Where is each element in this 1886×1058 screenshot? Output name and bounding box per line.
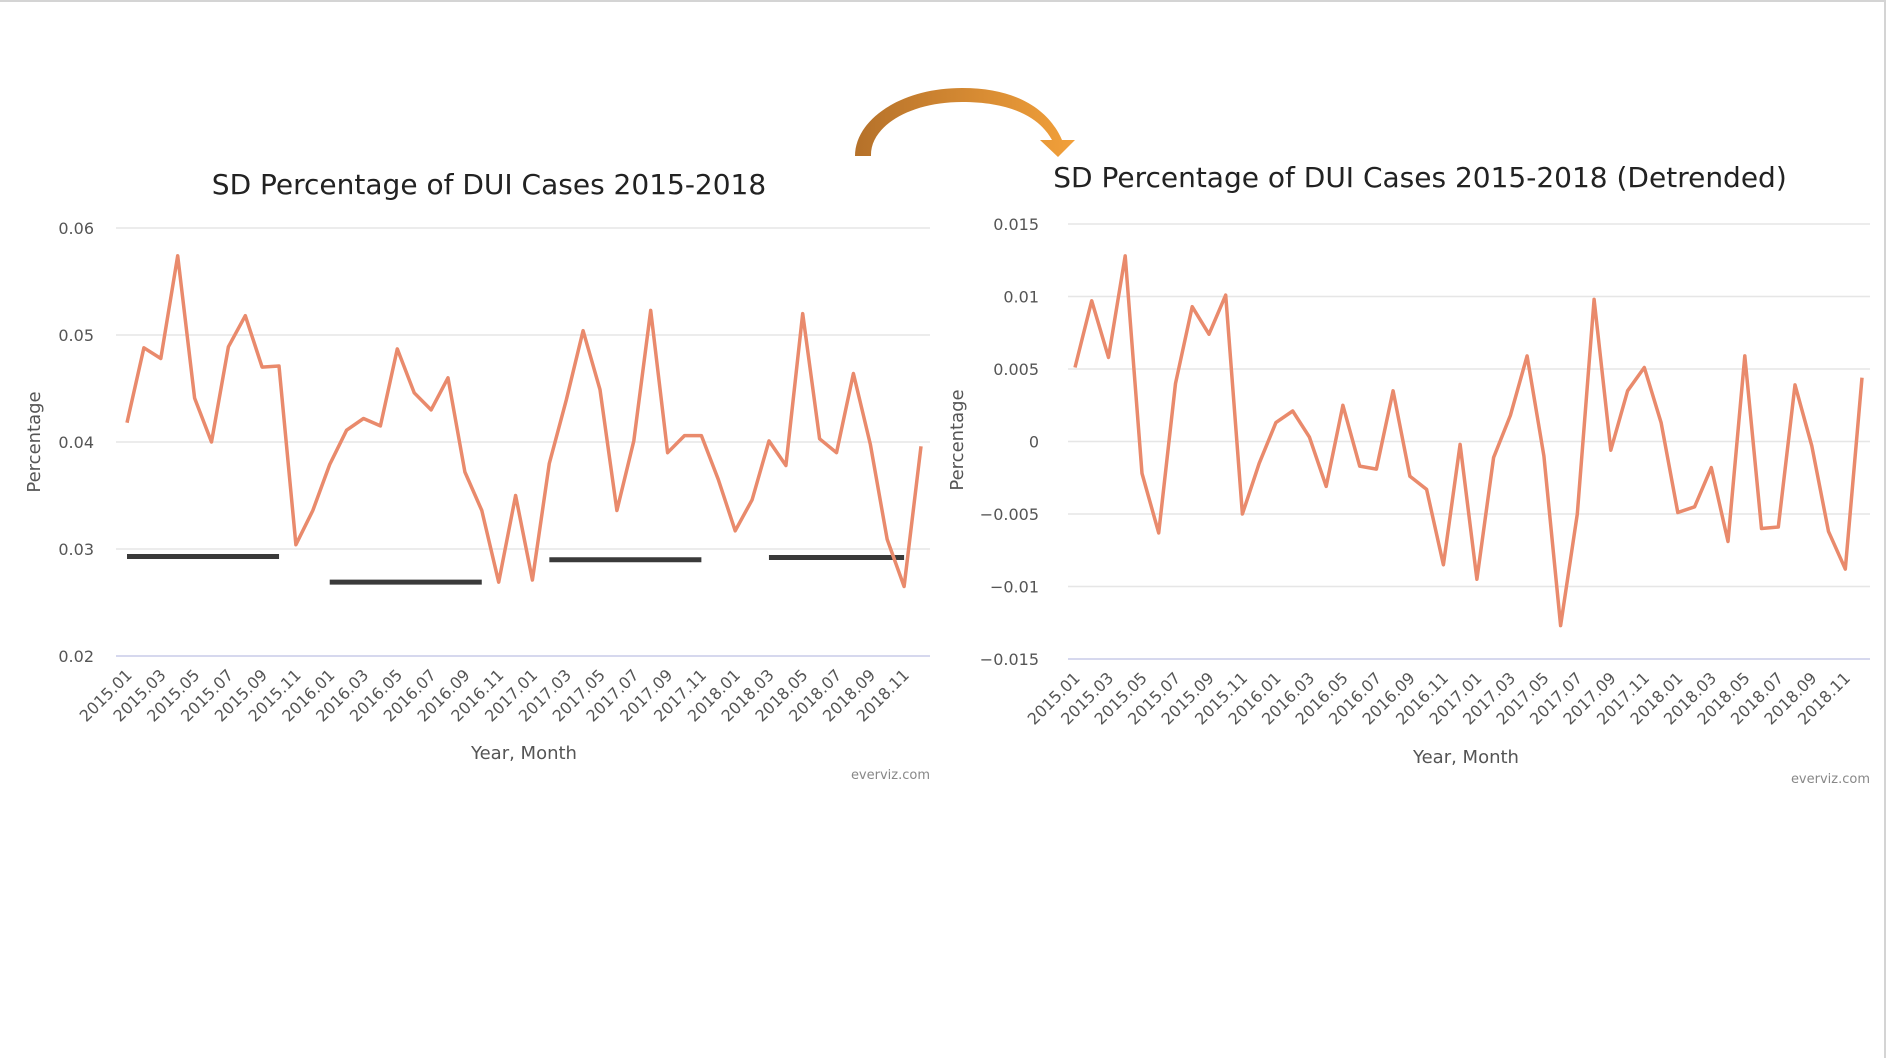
y-axis-ticks: 0.06 0.05 0.04 0.03 0.02: [58, 219, 94, 666]
y-tick-label: 0.015: [993, 215, 1039, 234]
y-tick-label: 0.01: [1003, 288, 1039, 307]
credit-text[interactable]: everviz.com: [1791, 772, 1870, 787]
y-tick-label: 0: [1029, 433, 1039, 452]
y-tick-label: 0.005: [993, 360, 1039, 379]
y-tick-label: 0.06: [58, 219, 94, 238]
x-axis-title: Year, Month: [1412, 747, 1519, 768]
chart-title: SD Percentage of DUI Cases 2015-2018 (De…: [1053, 161, 1787, 194]
y-axis-ticks: 0.015 0.01 0.005 0 −0.005 −0.01 −0.015: [980, 215, 1039, 669]
y-tick-label: 0.05: [58, 326, 94, 345]
x-axis-ticks: 2015.012015.032015.052015.072015.092015.…: [1024, 668, 1854, 728]
y-axis-title: Percentage: [947, 389, 968, 490]
y-tick-label: 0.03: [58, 540, 94, 559]
y-tick-label: −0.01: [990, 578, 1039, 597]
y-grid: [1068, 223, 1870, 588]
credit-text[interactable]: everviz.com: [851, 768, 930, 783]
annotation-segments: [127, 553, 905, 585]
line-chart-raw: SD Percentage of DUI Cases 2015-2018 0.0…: [24, 168, 930, 783]
line-chart-detrended: SD Percentage of DUI Cases 2015-2018 (De…: [947, 161, 1870, 787]
y-axis-title: Percentage: [24, 391, 45, 492]
y-tick-label: 0.02: [58, 647, 94, 666]
chart-title: SD Percentage of DUI Cases 2015-2018: [212, 168, 766, 201]
y-tick-label: −0.005: [980, 505, 1039, 524]
series-line: [1073, 254, 1864, 628]
curved-arrow-icon: [855, 88, 1075, 157]
y-grid: [116, 227, 930, 550]
y-tick-label: −0.015: [980, 650, 1039, 669]
x-axis-ticks: 2015.012015.032015.052015.072015.092015.…: [76, 665, 913, 725]
x-axis-title: Year, Month: [470, 743, 577, 764]
y-tick-label: 0.04: [58, 433, 94, 452]
series-line: [125, 254, 923, 589]
